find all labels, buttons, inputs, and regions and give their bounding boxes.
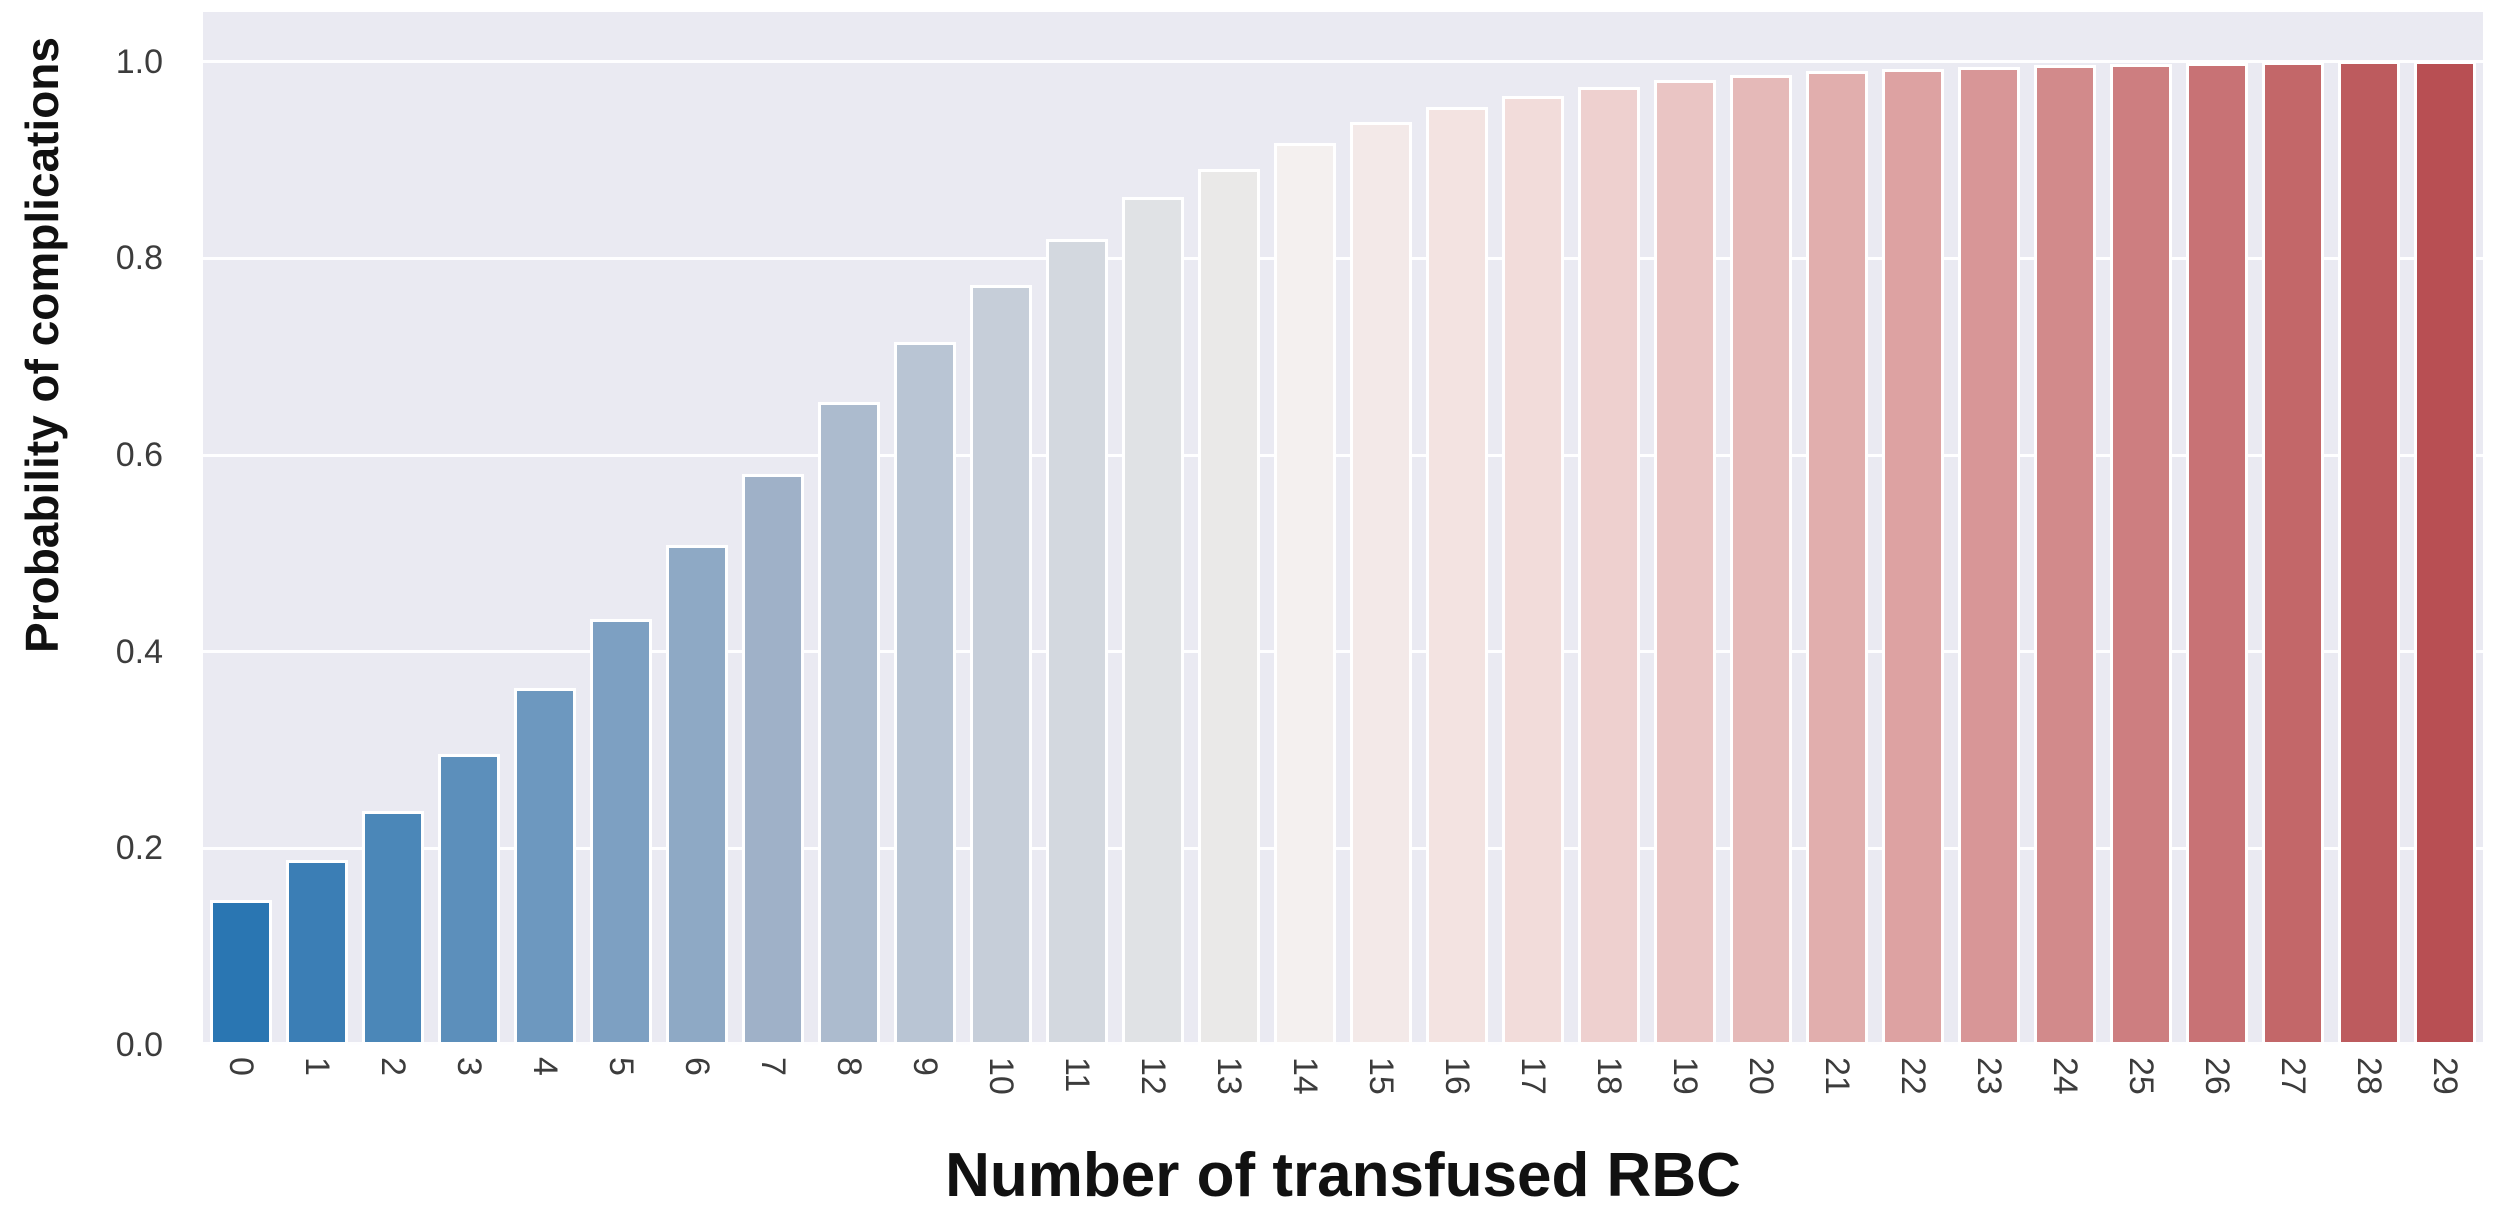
bar-13 — [1198, 169, 1260, 1045]
bar-14 — [1274, 143, 1336, 1045]
x-tick-label: 1 — [298, 1057, 336, 1076]
bar-15 — [1350, 122, 1412, 1045]
bar-22 — [1882, 69, 1944, 1045]
x-tick-label: 8 — [830, 1057, 868, 1076]
bar-18 — [1578, 87, 1640, 1045]
x-tick-label: 4 — [526, 1057, 564, 1076]
x-tick-label: 23 — [1970, 1057, 2008, 1095]
bar-16 — [1426, 107, 1488, 1045]
x-tick-label: 20 — [1742, 1057, 1780, 1095]
y-tick-label: 0.4 — [115, 632, 163, 671]
y-tick-label: 0.2 — [115, 829, 163, 868]
gridline — [203, 256, 2483, 260]
bar-26 — [2186, 63, 2248, 1045]
plot-area — [203, 12, 2483, 1045]
bar-10 — [970, 285, 1032, 1045]
x-tick-label: 21 — [1818, 1057, 1856, 1095]
bar-23 — [1958, 67, 2020, 1045]
bar-6 — [666, 545, 728, 1045]
x-tick-label: 28 — [2350, 1057, 2388, 1095]
x-tick-label: 11 — [1058, 1057, 1096, 1093]
x-tick-label: 6 — [678, 1057, 716, 1076]
x-tick-label: 17 — [1514, 1057, 1552, 1095]
x-tick-label: 10 — [982, 1057, 1020, 1095]
bar-21 — [1806, 71, 1868, 1045]
bar-28 — [2338, 61, 2400, 1045]
bar-19 — [1654, 80, 1716, 1045]
x-tick-label: 26 — [2198, 1057, 2236, 1095]
bar-2 — [362, 811, 424, 1045]
bar-0 — [210, 900, 272, 1045]
y-tick-label: 0.6 — [115, 436, 163, 475]
y-tick-label: 1.0 — [115, 42, 163, 81]
x-tick-label: 13 — [1210, 1057, 1248, 1095]
x-tick-label: 0 — [222, 1057, 260, 1076]
bar-11 — [1046, 239, 1108, 1045]
bar-24 — [2034, 65, 2096, 1045]
bar-7 — [742, 474, 804, 1045]
x-tick-label: 5 — [602, 1057, 640, 1076]
x-axis-label: Number of transfused RBC — [945, 1141, 1741, 1210]
x-tick-label: 14 — [1286, 1057, 1324, 1095]
bar-1 — [286, 860, 348, 1045]
y-tick-label: 0.8 — [115, 239, 163, 278]
x-tick-label: 18 — [1590, 1057, 1628, 1095]
gridline — [203, 1042, 2483, 1045]
bar-5 — [590, 619, 652, 1045]
bar-8 — [818, 402, 880, 1045]
bar-20 — [1730, 75, 1792, 1045]
bar-17 — [1502, 96, 1564, 1045]
bar-3 — [438, 754, 500, 1045]
x-tick-label: 24 — [2046, 1057, 2084, 1095]
bar-4 — [514, 688, 576, 1045]
x-tick-label: 27 — [2274, 1057, 2312, 1095]
bar-25 — [2110, 64, 2172, 1045]
bar-27 — [2262, 62, 2324, 1045]
gridline — [203, 453, 2483, 457]
x-tick-label: 19 — [1666, 1057, 1704, 1095]
x-tick-label: 7 — [754, 1057, 792, 1076]
x-tick-label: 12 — [1134, 1057, 1172, 1095]
y-tick-label: 0.0 — [115, 1026, 163, 1064]
y-axis-ticks: 0.0 0.2 0.4 0.6 0.8 1.0 — [0, 12, 183, 1062]
bar-29 — [2414, 61, 2476, 1045]
gridline — [203, 846, 2483, 850]
x-tick-label: 29 — [2426, 1057, 2464, 1095]
gridline — [203, 650, 2483, 654]
bar-12 — [1122, 197, 1184, 1045]
x-tick-label: 3 — [450, 1057, 488, 1076]
bar-9 — [894, 342, 956, 1045]
x-tick-label: 9 — [906, 1057, 944, 1076]
x-tick-label: 22 — [1894, 1057, 1932, 1095]
x-axis-ticks: 0 1 2 3 4 5 6 7 8 9 10 11 12 13 14 15 16 17 18 19 20 21 22 23 24… — [203, 1057, 2483, 1152]
gridline — [203, 60, 2483, 64]
x-tick-label: 15 — [1362, 1057, 1400, 1095]
x-tick-label: 25 — [2122, 1057, 2160, 1095]
x-tick-label: 2 — [374, 1057, 412, 1076]
x-tick-label: 16 — [1438, 1057, 1476, 1095]
